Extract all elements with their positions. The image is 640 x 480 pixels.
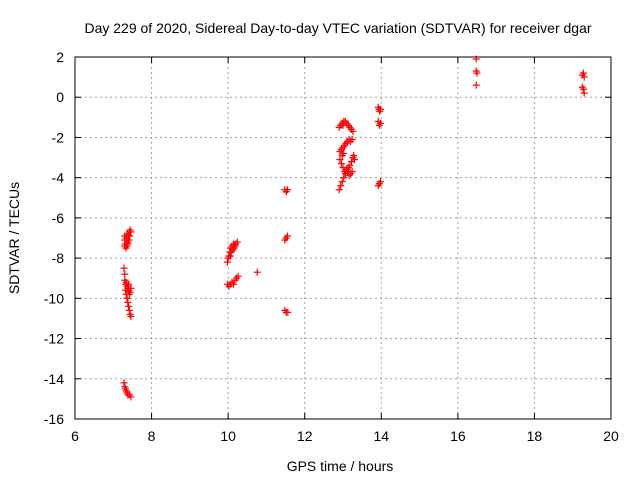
data-point — [348, 135, 356, 143]
y-tick-label: -12 — [44, 331, 64, 347]
data-point — [337, 182, 345, 190]
data-point — [345, 172, 353, 180]
y-tick-label: -2 — [52, 129, 65, 145]
data-point — [473, 69, 481, 77]
x-tick-label: 8 — [148, 428, 156, 444]
data-point — [122, 286, 130, 294]
data-point — [339, 164, 347, 172]
x-tick-label: 20 — [603, 428, 619, 444]
data-point — [124, 298, 132, 306]
plot-frame — [74, 56, 612, 420]
axis-ticks — [74, 56, 612, 420]
data-point — [337, 160, 345, 168]
chart-title: Day 229 of 2020, Sidereal Day-to-day VTE… — [84, 20, 591, 36]
data-point — [223, 258, 231, 266]
data-point — [579, 69, 587, 77]
y-tick-label: 0 — [56, 89, 64, 105]
data-point — [125, 280, 133, 288]
grid — [75, 57, 611, 419]
data-point — [283, 232, 291, 240]
data-point — [123, 294, 131, 302]
data-point — [336, 156, 344, 164]
data-point — [349, 127, 357, 135]
y-axis-label: SDTVAR / TECUs — [6, 182, 22, 294]
y-tick-label: -6 — [52, 210, 65, 226]
data-point — [230, 280, 238, 288]
data-point — [253, 268, 261, 276]
data-point — [472, 81, 480, 89]
data-point — [127, 312, 135, 320]
x-tick-label: 16 — [450, 428, 466, 444]
data-point — [124, 240, 132, 248]
y-tick-label: -10 — [44, 290, 64, 306]
data-point — [579, 85, 587, 93]
data-point — [120, 264, 128, 272]
data-point — [377, 119, 385, 127]
y-tick-label: -14 — [44, 371, 64, 387]
data-point — [340, 174, 348, 182]
data-point — [226, 252, 234, 260]
data-point — [338, 178, 346, 186]
data-point — [335, 186, 343, 194]
data-point — [350, 152, 358, 160]
data-point — [580, 89, 588, 97]
data-point — [120, 379, 128, 387]
x-tick-labels: 6 8 10 12 14 16 18 20 — [71, 428, 619, 444]
data-point — [377, 178, 385, 186]
y-tick-label: -16 — [44, 411, 64, 427]
data-point — [234, 272, 242, 280]
y-tick-label: -8 — [52, 250, 65, 266]
data-point — [233, 238, 241, 246]
data-point — [125, 236, 133, 244]
data-point — [127, 393, 135, 401]
data-point — [126, 288, 134, 296]
data-point — [122, 290, 130, 298]
data-point — [580, 73, 588, 81]
y-tick-label: -4 — [52, 170, 65, 186]
x-tick-label: 10 — [220, 428, 236, 444]
x-tick-label: 14 — [373, 428, 389, 444]
y-tick-labels: -16 -14 -12 -10 -8 -6 -4 -2 0 2 — [44, 49, 64, 427]
data-point — [283, 186, 291, 194]
data-point — [350, 156, 358, 164]
data-point — [341, 168, 349, 176]
y-tick-label: 2 — [56, 49, 64, 65]
data-point — [125, 306, 133, 314]
data-point — [125, 302, 133, 310]
data-point — [340, 150, 348, 158]
data-point — [339, 121, 347, 129]
data-point — [346, 162, 354, 170]
data-point — [284, 308, 292, 316]
data-point — [127, 284, 135, 292]
x-tick-label: 6 — [71, 428, 79, 444]
x-axis-label: GPS time / hours — [287, 458, 394, 474]
data-point — [377, 105, 385, 113]
x-tick-label: 18 — [527, 428, 543, 444]
data-point — [126, 232, 134, 240]
data-point — [127, 228, 135, 236]
data-points — [120, 55, 588, 401]
data-point — [121, 270, 129, 278]
x-tick-label: 12 — [297, 428, 313, 444]
